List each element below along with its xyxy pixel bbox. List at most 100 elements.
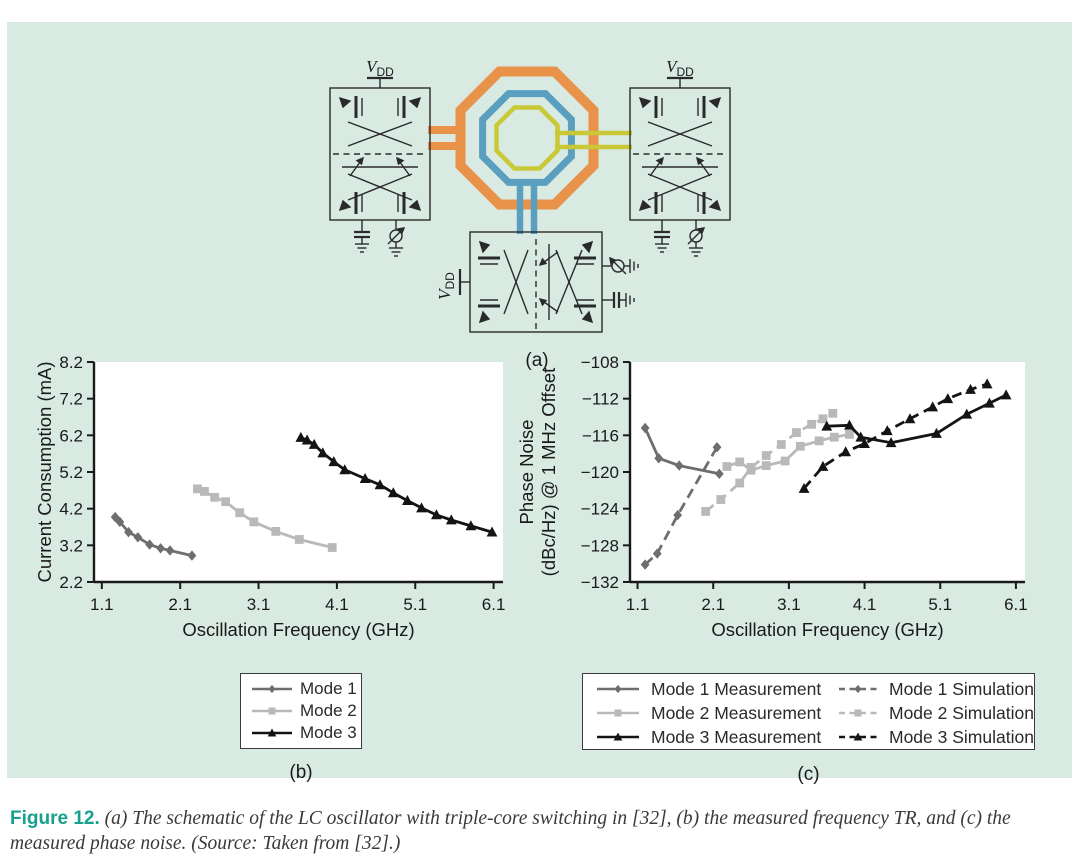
marker-square — [722, 462, 732, 471]
legend-item: Mode 1 — [250, 678, 361, 700]
marker-triangle — [931, 427, 942, 438]
marker-square — [854, 709, 862, 717]
marker-triangle — [328, 456, 340, 467]
marker-triangle — [301, 434, 313, 445]
marker-square — [735, 457, 745, 467]
transformer-coils — [428, 66, 632, 234]
marker-diamond — [674, 460, 684, 471]
marker-square — [271, 527, 281, 536]
marker-triangle — [904, 413, 916, 424]
marker-square — [761, 451, 771, 460]
marker-square — [701, 507, 711, 516]
y-axis-label: Phase Noise — [516, 420, 537, 525]
x-tick-label: 3.1 — [247, 595, 271, 614]
figure-caption: Figure 12. (a) The schematic of the LC o… — [10, 806, 1072, 857]
x-tick-label: 6.1 — [1004, 595, 1028, 614]
legend-swatch-mode1-sim — [839, 684, 877, 694]
marker-square — [327, 543, 337, 552]
chart-b-current-consumption: 1.1 2.1 3.1 4.1 5.1 6.1 2.2 3.2 4.2 5.2 6.2 7.2 8.2 O… — [34, 352, 515, 647]
plot-area — [630, 362, 1025, 582]
marker-square — [249, 517, 259, 527]
marker-square — [235, 508, 245, 518]
marker-triangle — [798, 482, 810, 493]
vdd-label-right: VDD — [666, 57, 694, 79]
legend-swatch-mode3 — [252, 728, 292, 737]
marker-triangle — [965, 383, 976, 394]
y-tick-label: 2.2 — [59, 573, 83, 592]
chart-b-svg: 1.1 2.1 3.1 4.1 5.1 6.1 2.2 3.2 4.2 5.2 6.2 7.2 8.2 O… — [34, 353, 506, 640]
marker-square — [210, 492, 220, 502]
y-tick-label: 4.2 — [59, 500, 83, 519]
legend-item: Mode 2 — [250, 700, 361, 722]
chart-c-svg: 1.1 2.1 3.1 4.1 5.1 6.1 −132 −128 −124 −120 −116 −1… — [516, 353, 1028, 640]
y-tick-label: −128 — [581, 536, 619, 555]
y-tick-label: −120 — [581, 463, 619, 482]
x-tick-label: 3.1 — [777, 595, 801, 614]
left-oscillator-core — [328, 76, 432, 258]
x-tick-label: 4.1 — [325, 595, 349, 614]
marker-square — [845, 430, 854, 439]
legend-label: Mode 2 — [300, 701, 357, 720]
middle-coil — [479, 90, 575, 186]
marker-square — [735, 478, 745, 488]
marker-square — [268, 707, 276, 715]
marker-square — [814, 436, 824, 446]
marker-triangle — [359, 473, 371, 483]
marker-square — [792, 428, 801, 437]
marker-triangle — [981, 378, 993, 389]
y-tick-label: −116 — [582, 426, 619, 445]
marker-triangle — [821, 420, 833, 431]
marker-diamond — [654, 453, 664, 464]
marker-triangle — [267, 728, 277, 737]
x-tick-label: 2.1 — [168, 595, 192, 614]
marker-diamond — [712, 442, 722, 453]
x-tick-label: 5.1 — [403, 595, 427, 614]
legend-label: Mode 2 Measurement — [651, 702, 822, 723]
marker-square — [716, 495, 726, 504]
marker-square — [828, 408, 838, 418]
legend-b: Mode 1 Mode 2 Mode 3 — [240, 673, 362, 749]
marker-triangle — [317, 447, 329, 458]
marker-triangle — [295, 431, 307, 442]
figure-number: Figure 12. — [10, 807, 100, 829]
marker-square — [795, 441, 805, 451]
x-tick-label: 6.1 — [482, 595, 506, 614]
marker-triangle — [817, 460, 829, 471]
y-tick-label: −132 — [581, 573, 619, 592]
legend-swatch-mode1-meas — [597, 684, 639, 694]
marker-triangle — [613, 732, 623, 741]
right-oscillator-core — [628, 76, 732, 258]
x-axis-label: Oscillation Frequency (GHz) — [182, 619, 414, 640]
x-axis-label: Oscillation Frequency (GHz) — [711, 619, 943, 640]
oscillator-schematic: VDD VDD VDD — [328, 57, 732, 334]
marker-diamond — [156, 543, 165, 554]
series-mode-1-measurement — [643, 427, 720, 476]
inner-coil — [494, 105, 560, 171]
legend-swatch-mode1 — [252, 684, 292, 694]
marker-triangle — [465, 520, 477, 531]
marker-triangle — [387, 487, 399, 498]
vdd-label-bottom: VDD — [435, 272, 457, 300]
marker-square — [829, 432, 839, 442]
legend-swatch-mode2-meas — [597, 709, 639, 717]
legend-label: Mode 2 Simulation — [889, 702, 1034, 723]
legend-item: Mode 3 — [250, 722, 361, 744]
x-tick-label: 4.1 — [853, 595, 877, 614]
y-tick-label: 8.2 — [59, 353, 83, 372]
series-mode-2-simulation — [704, 412, 834, 513]
marker-diamond — [854, 684, 862, 694]
marker-diamond — [640, 559, 650, 570]
marker-diamond — [268, 684, 276, 694]
x-tick-label: 1.1 — [626, 595, 650, 614]
y-axis-label: Current Consumption (mA) — [35, 361, 55, 582]
marker-diamond — [714, 468, 724, 480]
marker-triangle — [859, 437, 870, 448]
marker-triangle — [961, 408, 973, 419]
marker-triangle — [844, 419, 855, 430]
marker-square — [294, 535, 304, 544]
marker-triangle — [374, 479, 386, 490]
marker-square — [193, 484, 202, 494]
legend-c: Mode 1 Measurement Mode 1 Simulation Mod… — [582, 673, 1035, 750]
marker-square — [807, 419, 817, 429]
marker-triangle — [984, 397, 995, 408]
